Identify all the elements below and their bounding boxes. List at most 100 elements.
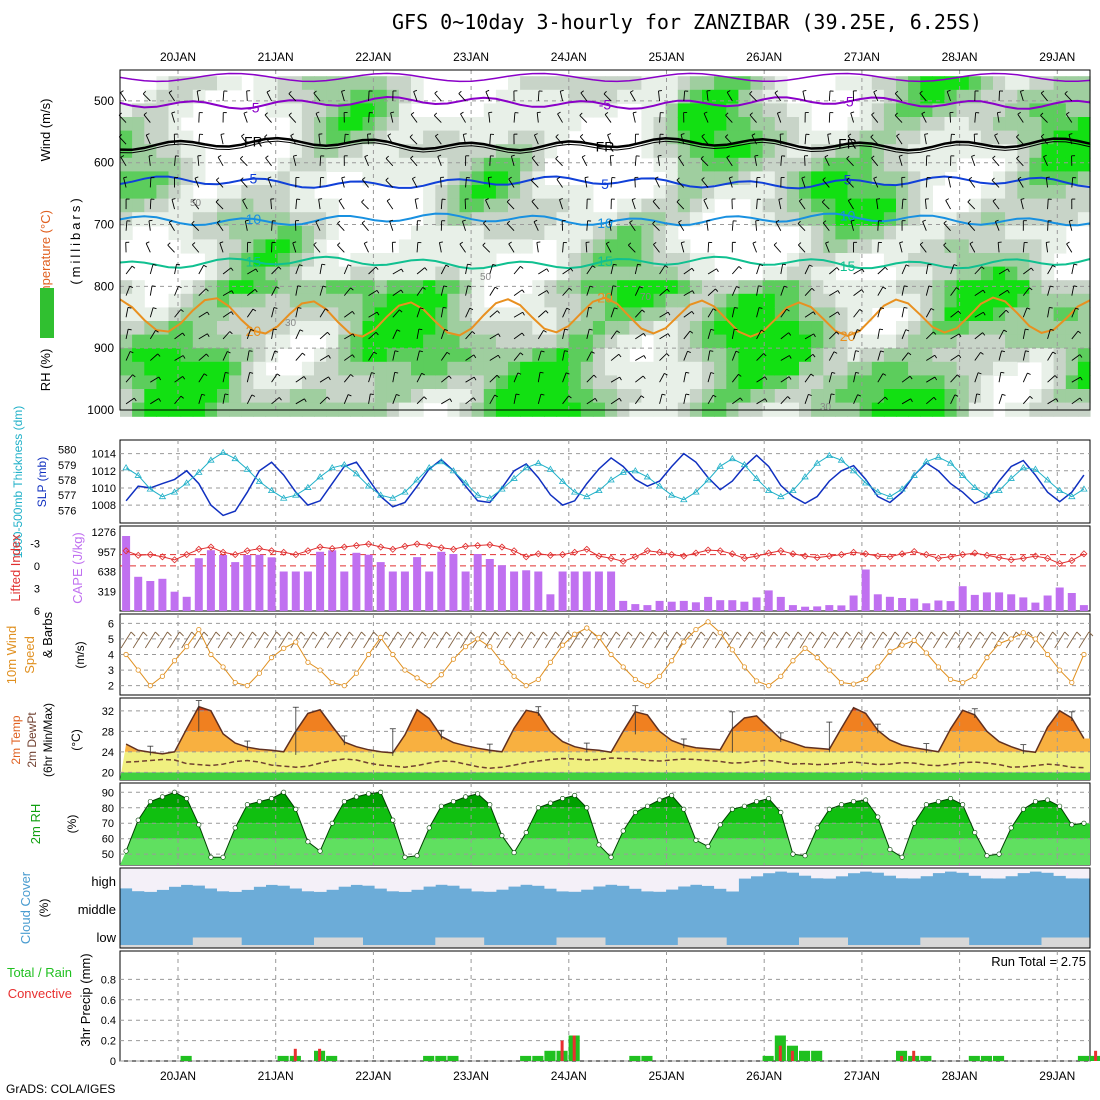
wind-barb <box>731 374 739 383</box>
wind-barb-flag <box>540 350 545 353</box>
upper-air-ytick: 800 <box>94 279 114 293</box>
rh-shade-cell <box>641 239 655 254</box>
wind-barb <box>950 354 960 361</box>
wind-barb-10m-flag <box>846 631 851 637</box>
wind-barb <box>174 309 182 318</box>
rh-shade-cell <box>495 389 509 404</box>
wind-barb-flag <box>788 376 792 380</box>
wind-barb-flag <box>870 134 874 138</box>
rh-shade-cell <box>1005 198 1018 213</box>
rh-shade-cell <box>386 117 400 132</box>
rh-shade-cell <box>508 348 521 363</box>
cape-bar <box>510 571 519 611</box>
wind-speed-marker <box>184 644 190 650</box>
wind-barb-10m-flag <box>1027 631 1033 637</box>
contour-label-FR: FR <box>838 136 857 152</box>
wind-barb <box>756 199 758 210</box>
wind-barb <box>368 372 372 383</box>
wind-barb-flag <box>758 285 762 287</box>
ylabel-wind: Wind (m/s) <box>38 99 53 162</box>
precip-total-bar <box>180 1055 192 1061</box>
credit-text: GrADS: COLA/IGES <box>6 1082 116 1096</box>
wind-barb-10m <box>775 631 787 649</box>
cloud-high-cell <box>1053 868 1067 876</box>
li-marker <box>170 556 179 564</box>
wind-barb-flag <box>1001 350 1005 353</box>
rh-shade-cell <box>144 103 157 118</box>
thickness-marker <box>207 456 215 463</box>
rh-shade-cell <box>1077 76 1091 91</box>
cloud-label-units: (%) <box>37 899 51 918</box>
wind-barb <box>246 394 253 405</box>
wind-barb-flag <box>749 91 753 95</box>
wind-barb-10m-flag <box>664 631 669 637</box>
cloud-low-cell <box>580 937 594 948</box>
rh-shade-cell <box>835 334 849 349</box>
wind-barb-10m <box>144 631 156 649</box>
wind-barb-flag <box>982 332 986 336</box>
rh-tick: 60 <box>102 834 114 846</box>
cloud-high-cell <box>350 868 363 885</box>
wind-barb <box>1071 177 1074 188</box>
wind-barb-flag <box>422 287 426 290</box>
cloud-low-cell <box>411 945 424 948</box>
wind-barb-10m-flag <box>773 631 779 637</box>
wind-barb <box>586 265 593 275</box>
rh-shade-cell <box>605 321 618 336</box>
wind-barb-10m-flag <box>276 631 281 637</box>
wind-barb-10m-flag <box>264 631 269 637</box>
rh-shade-cell <box>592 266 606 281</box>
rh-shade-cell <box>374 103 388 118</box>
cape-bar <box>837 605 846 611</box>
wind-barb <box>846 179 854 188</box>
thickness-marker <box>170 488 179 495</box>
wind-barb <box>994 135 1000 145</box>
rh-shade-cell <box>908 361 921 376</box>
wind-barb-flag <box>313 242 317 246</box>
wind-barb-flag <box>641 309 645 313</box>
rh-shade-cell <box>447 117 461 132</box>
rh-shade-cell <box>338 293 351 308</box>
rh-shade-cell <box>326 334 339 349</box>
rh-shade-cell <box>326 157 339 172</box>
wind-barb-flag <box>158 398 162 402</box>
rh-shade-cell <box>665 198 679 213</box>
rh-shade-cell <box>374 266 388 281</box>
rh-shade-cell <box>1065 334 1079 349</box>
wind-barb <box>416 350 420 361</box>
rh-shade-cell <box>641 198 655 213</box>
wind-barb <box>901 264 907 275</box>
rh-shade-cell <box>156 389 170 404</box>
wind-barb <box>652 201 660 210</box>
wind-barb <box>313 92 321 102</box>
rh-shade-cell <box>1053 375 1067 390</box>
wind-barb <box>967 222 976 232</box>
cloud-high-cell <box>944 868 958 872</box>
rh-shade-cell <box>132 130 145 145</box>
rh-shade-cell <box>277 280 291 295</box>
thickness-tick: 579 <box>58 460 76 472</box>
rh-shade-cell <box>508 157 521 172</box>
cape-bar <box>364 554 373 611</box>
wind-barb <box>659 333 669 340</box>
rh-shade-cell <box>859 76 873 91</box>
wind-speed-marker <box>814 655 820 661</box>
rh-shade-cell <box>592 293 606 308</box>
wind-barb-flag <box>589 328 593 331</box>
rh-marker <box>269 795 275 801</box>
rh-shade-cell <box>568 375 582 390</box>
wind-barb <box>1022 350 1026 361</box>
rh-shade-cell <box>799 321 812 336</box>
rh-shade-cell <box>326 389 339 404</box>
rh-shade-cell <box>459 253 473 268</box>
thickness-marker <box>886 492 894 500</box>
li-marker <box>946 553 955 561</box>
rh-shade-cell <box>253 198 267 213</box>
rh-shade-cell <box>641 375 655 390</box>
precip-total-bar <box>326 1055 338 1061</box>
rh-shade-cell <box>835 185 849 200</box>
wind-barb-flag <box>773 242 778 246</box>
rh-shade-cell <box>1005 266 1018 281</box>
cape-bar <box>995 592 1004 611</box>
